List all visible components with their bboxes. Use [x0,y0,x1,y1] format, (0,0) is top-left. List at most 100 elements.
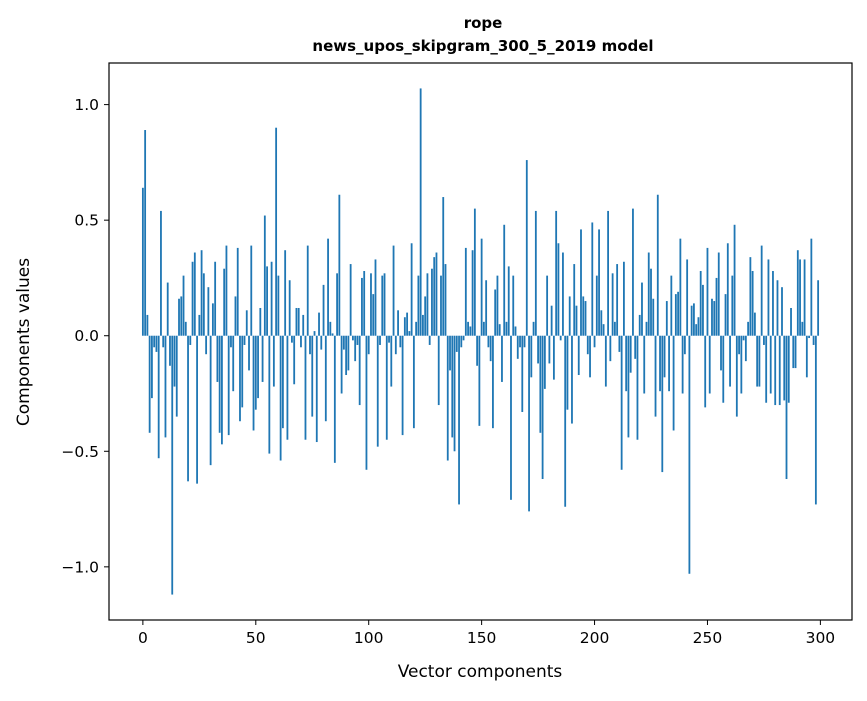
x-tick-label: 200 [580,629,610,647]
bar-141 [460,335,463,348]
bar-174 [534,210,537,336]
bar-50 [254,335,257,410]
y-tick-label: 0.5 [74,212,99,230]
x-tick-label: 50 [246,629,266,647]
bar-91 [347,335,350,371]
bar-246 [697,317,700,336]
bar-44 [241,335,244,408]
bar-277 [767,259,770,336]
bar-134 [444,264,447,336]
bar-151 [482,321,485,336]
bar-150 [480,238,483,336]
bar-179 [546,275,549,336]
bar-101 [370,273,372,336]
bar-42 [236,247,239,336]
bar-57 [270,261,273,336]
x-axis-label: Vector components [398,662,563,682]
bar-163 [510,335,512,500]
bar-207 [609,335,612,362]
bar-208 [611,273,614,336]
bar-78 [318,312,320,336]
bar-63 [284,250,287,336]
bar-222 [643,335,646,394]
bar-128 [431,268,433,336]
bar-25 [198,314,201,336]
bar-245 [695,324,698,336]
bar-40 [232,335,235,392]
bar-104 [376,335,379,447]
bar-288 [792,335,795,369]
bar-232 [665,301,668,336]
bar-47 [248,335,250,371]
bar-275 [763,335,765,345]
x-tick-label: 150 [467,629,497,647]
bar-247 [699,271,702,336]
bar-261 [731,275,734,336]
bar-56 [268,335,271,454]
bar-271 [753,312,756,336]
bar-131 [437,335,440,406]
bar-172 [530,335,533,378]
bar-130 [435,252,438,336]
chart-title: rope [464,14,503,32]
bar-49 [252,335,255,431]
bar-65 [288,280,291,336]
bar-11 [166,282,169,336]
bar-133 [442,197,445,336]
bar-68 [295,307,298,336]
bar-224 [647,252,650,336]
bar-48 [250,245,253,336]
bar-296 [810,238,813,336]
bar-198 [589,335,591,378]
bar-15 [175,335,178,417]
bar-136 [449,335,451,371]
bar-158 [498,324,501,336]
bar-157 [496,275,499,336]
bar-147 [473,208,476,336]
bar-287 [790,307,792,336]
bar-285 [785,335,788,480]
bar-114 [399,335,402,348]
bar-278 [769,335,772,394]
bar-211 [618,335,621,352]
bar-105 [379,335,381,345]
bar-228 [656,194,659,336]
bar-121 [415,321,418,336]
bar-21 [189,335,192,345]
bar-19 [184,321,187,336]
bar-253 [713,301,716,336]
bar-286 [787,335,790,403]
bar-102 [372,294,375,336]
bar-186 [562,252,564,336]
bar-99 [365,335,368,470]
bar-3 [148,335,151,433]
y-tick-label: −1.0 [61,558,99,576]
bar-196 [584,301,587,336]
bar-122 [417,275,420,336]
bar-214 [625,335,628,392]
bar-14 [173,335,176,387]
bar-206 [607,210,609,336]
bar-90 [345,335,348,376]
bar-243 [690,305,693,336]
bar-71 [302,314,305,336]
bar-239 [681,335,684,394]
bar-272 [756,335,759,387]
bar-171 [528,335,530,512]
bar-6 [155,335,158,352]
bar-77 [315,335,318,443]
bar-8 [160,210,162,336]
bar-79 [320,335,323,350]
bar-67 [293,335,296,385]
y-axis-label: Components values [14,258,34,426]
bar-94 [354,335,357,362]
bar-112 [394,335,397,355]
bar-142 [462,335,465,341]
bar-294 [805,335,808,378]
bar-61 [279,335,282,461]
bar-144 [467,321,469,336]
bar-66 [291,335,293,343]
bar-188 [566,335,569,410]
bar-23 [193,252,196,336]
